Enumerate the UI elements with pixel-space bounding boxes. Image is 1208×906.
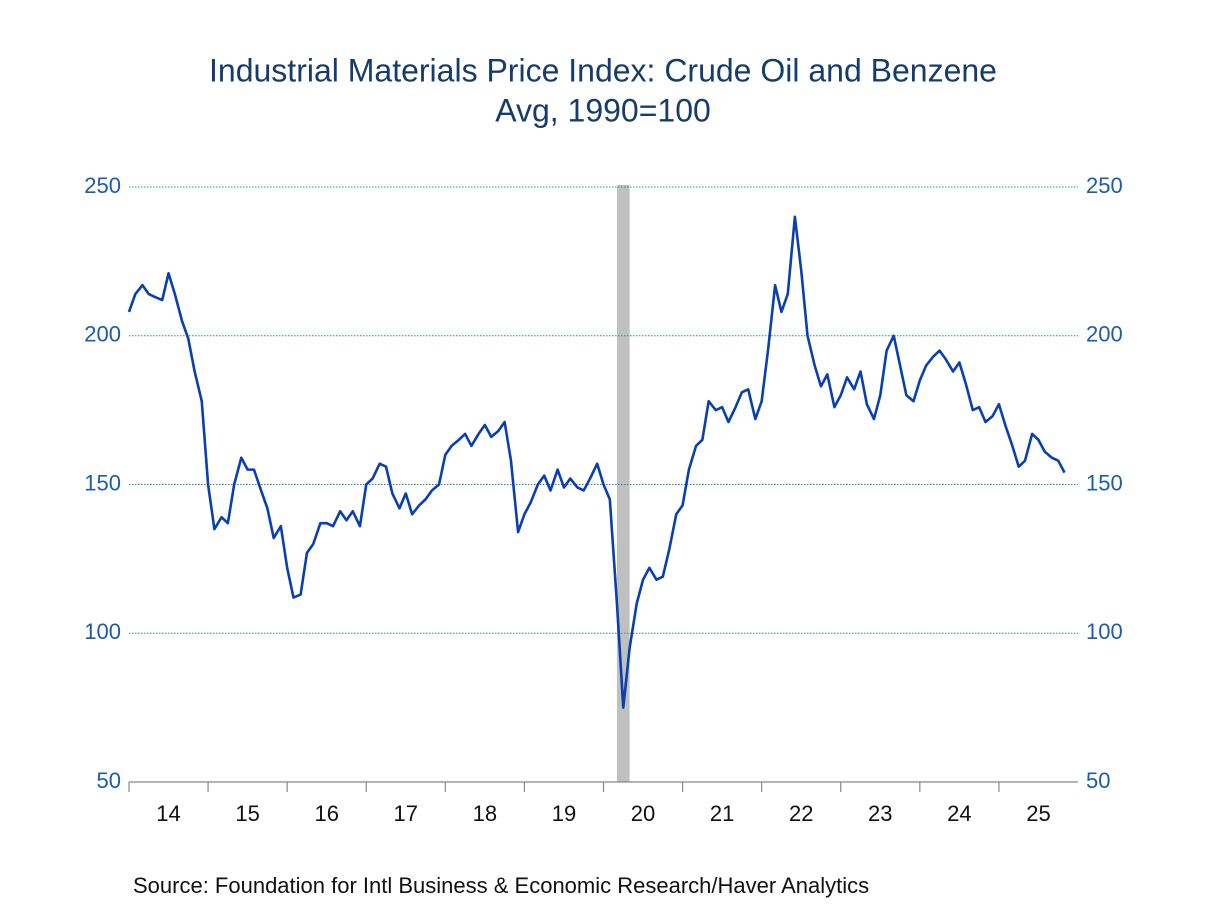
- x-tick-label: 17: [394, 801, 418, 826]
- x-tick-label: 24: [947, 801, 971, 826]
- y2-tick-label: 50: [1086, 768, 1110, 793]
- chart-subtitle: Avg, 1990=100: [495, 92, 711, 128]
- x-tick-label: 25: [1026, 801, 1050, 826]
- y2-tick-label: 100: [1086, 619, 1123, 644]
- x-tick-label: 15: [235, 801, 259, 826]
- x-tick-label: 18: [473, 801, 497, 826]
- y-tick-label: 250: [84, 173, 121, 198]
- data-line: [127, 215, 1066, 709]
- shaded-period: [616, 185, 630, 782]
- y2-tick-label: 200: [1086, 322, 1123, 347]
- y-tick-label: 50: [97, 768, 121, 793]
- x-tick-label: 22: [789, 801, 813, 826]
- x-tick-label: 20: [631, 801, 655, 826]
- x-tick-label: 19: [552, 801, 576, 826]
- y2-tick-label: 150: [1086, 470, 1123, 495]
- y-tick-label: 100: [84, 619, 121, 644]
- x-tick-label: 23: [868, 801, 892, 826]
- x-tick-label: 16: [314, 801, 338, 826]
- x-tick-label: 14: [156, 801, 180, 826]
- x-tick-label: 21: [710, 801, 734, 826]
- source-note: Source: Foundation for Intl Business & E…: [133, 873, 869, 898]
- y-tick-label: 150: [84, 470, 121, 495]
- chart-title: Industrial Materials Price Index: Crude …: [209, 52, 997, 88]
- y-tick-label: 200: [84, 322, 121, 347]
- y2-tick-label: 250: [1086, 173, 1123, 198]
